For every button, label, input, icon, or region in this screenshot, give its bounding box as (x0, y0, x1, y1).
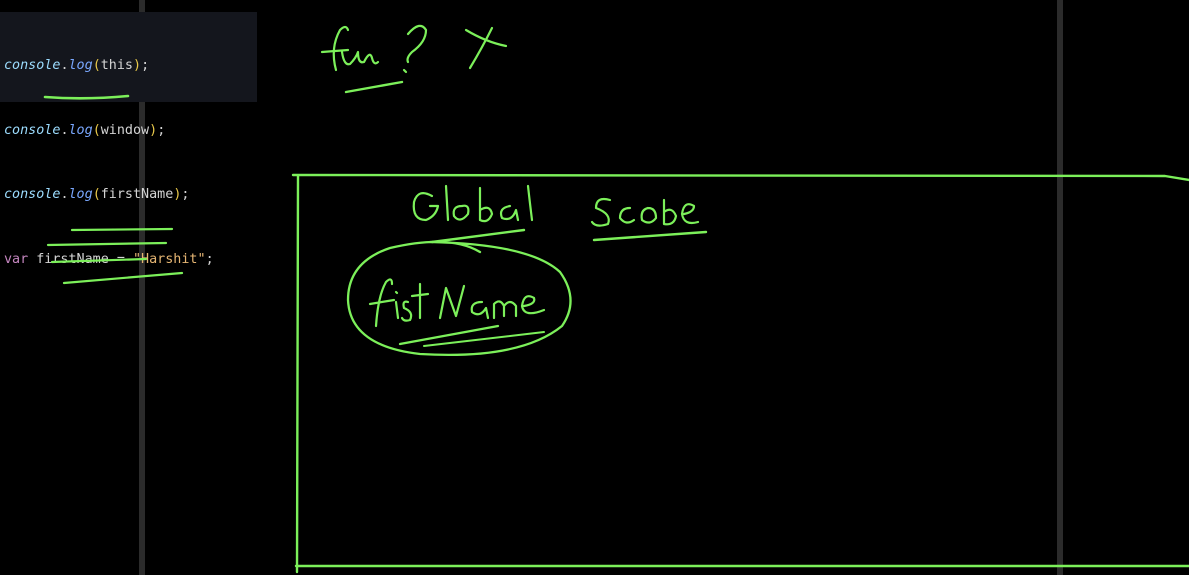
code-semicolon: ; (181, 187, 190, 202)
code-arg: this (100, 58, 133, 73)
code-paren: ) (149, 122, 158, 138)
code-dot: . (60, 58, 69, 73)
code-paren: ( (92, 58, 101, 73)
code-arg: firstName (100, 187, 174, 202)
handwritten-global (412, 184, 534, 244)
code-arg: window (100, 122, 150, 138)
code-paren: ( (92, 187, 101, 202)
code-semicolon: ; (205, 251, 214, 267)
global-scope-box (291, 173, 1189, 574)
code-method: log (68, 187, 93, 202)
right-gutter-divider (1057, 0, 1063, 575)
code-object: console (4, 187, 61, 202)
code-paren: ( (92, 122, 101, 138)
code-semicolon: ; (141, 58, 150, 73)
code-semicolon: ; (157, 122, 166, 138)
handwritten-scope (590, 197, 708, 242)
code-line-1: console.log(this); (4, 55, 253, 77)
code-paren: ) (133, 58, 142, 73)
handwritten-stacked-lines (46, 227, 184, 285)
code-object: console (4, 122, 61, 138)
code-line-2: console.log(window); (4, 120, 253, 142)
code-string: "Harshit" (133, 251, 206, 267)
code-object: console (4, 58, 61, 73)
left-gutter-divider (139, 0, 145, 575)
code-dot: . (60, 187, 69, 202)
code-underline-stroke (43, 94, 130, 100)
code-snippet-panel: console.log(this); console.log(window); … (0, 12, 257, 267)
code-dot: . (60, 122, 69, 138)
code-line-3: console.log(firstName); (4, 184, 253, 206)
handwritten-fun-question-x (320, 24, 508, 94)
handwritten-ellipse (346, 240, 572, 357)
code-keyword: var (4, 251, 29, 267)
code-method: log (68, 122, 93, 138)
code-method: log (68, 58, 93, 73)
code-paren: ) (173, 187, 182, 202)
handwritten-firstname (368, 278, 546, 347)
